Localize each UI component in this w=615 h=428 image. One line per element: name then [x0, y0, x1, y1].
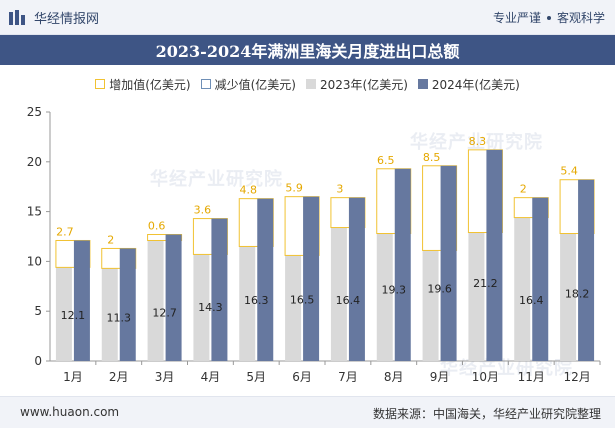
bar-2024-value-label: 19.6 [427, 283, 452, 296]
increase-value-label: 6.5 [377, 154, 395, 167]
chart-legend: 增加值(亿美元) 减少值(亿美元) 2023年(亿美元) 2024年(亿美元) [0, 74, 615, 94]
logo[interactable]: 华经情报网 [8, 8, 99, 27]
footer-source: 数据来源：中国海关，华经产业研究院整理 [372, 407, 601, 421]
legend-swatch-2024 [417, 79, 428, 89]
legend-label-2023: 2023年(亿美元) [319, 77, 408, 92]
bar-2024 [303, 196, 320, 361]
legend-label-decrease: 减少值(亿美元) [214, 77, 296, 92]
bar-2024 [578, 179, 595, 361]
slogan: 专业严谨 客观科学 [493, 9, 605, 26]
bar-2024 [348, 197, 365, 361]
brand-name: 华经情报网 [34, 12, 100, 27]
bar-2023 [55, 267, 72, 361]
bar-2024-value-label: 18.2 [565, 288, 590, 301]
y-tick-label: 20 [27, 155, 42, 169]
bar-2024 [440, 165, 457, 361]
increase-value-label: 2 [520, 183, 527, 196]
bar-2024-value-label: 19.3 [382, 284, 407, 297]
bar-increase-box [55, 239, 91, 268]
legend-item-2023: 2023年(亿美元) [305, 76, 408, 93]
increase-value-label: 2.7 [56, 225, 74, 238]
bar-2024 [486, 149, 503, 361]
legend-item-2024: 2024年(亿美元) [417, 76, 520, 93]
x-tick-label: 1月 [63, 370, 83, 384]
x-tick-label: 7月 [338, 370, 358, 384]
x-tick-label: 3月 [155, 370, 175, 384]
watermark-1: 华经产业研究院 [150, 169, 283, 190]
chart-svg: 0 5 10 15 20 25 1月 2.7 12.1 2月 2 11.3 3月 0.6 12.7 4月 3.6… [27, 105, 601, 384]
legend-swatch-decrease [200, 79, 211, 89]
y-tick-label: 5 [34, 304, 42, 318]
bar-2024 [211, 218, 228, 361]
legend-label-increase: 增加值(亿美元) [109, 77, 191, 92]
increase-value-label: 5.4 [560, 165, 578, 178]
bar-2023 [422, 250, 439, 361]
bar-2024 [394, 168, 411, 361]
increase-value-label: 5.9 [285, 182, 303, 195]
bar-2023 [514, 217, 531, 361]
bar-2024-value-label: 11.3 [107, 312, 132, 325]
bar-2023 [147, 240, 164, 361]
slogan-right: 客观科学 [556, 11, 605, 25]
increase-value-label: 0.6 [148, 220, 166, 233]
bar-2024-value-label: 16.3 [244, 294, 269, 307]
bar-2024 [73, 240, 90, 361]
x-tick-label: 4月 [201, 370, 221, 384]
bar-2024 [257, 198, 274, 361]
bar-2023 [560, 233, 577, 361]
bar-2023 [239, 246, 256, 361]
bar-2024 [119, 248, 136, 361]
bar-2024-value-label: 16.4 [519, 294, 544, 307]
x-tick-label: 9月 [430, 370, 450, 384]
y-tick-label: 0 [34, 354, 42, 368]
bar-2023 [376, 233, 393, 361]
x-tick-label: 10月 [472, 370, 499, 384]
bar-2024-value-label: 12.1 [61, 309, 86, 322]
slogan-left: 专业严谨 [492, 11, 541, 25]
bar-2023 [285, 255, 302, 361]
y-tick-label: 10 [27, 254, 42, 268]
bar-2024-value-label: 12.7 [152, 307, 177, 320]
watermark-2: 华经产业研究院 [410, 132, 543, 153]
logo-icon [9, 9, 25, 25]
bar-2023 [193, 254, 210, 361]
watermark-3: 华经产业研究院 [440, 358, 573, 379]
increase-value-label: 8.5 [423, 151, 441, 164]
legend-label-2024: 2024年(亿美元) [431, 77, 520, 92]
chart-title: 2023-2024年满洲里海关月度进出口总额 [0, 35, 615, 65]
top-bar: 华经情报网 专业严谨 客观科学 [0, 0, 615, 35]
footer: www.huaon.com 数据来源：中国海关，华经产业研究院整理 [0, 396, 615, 428]
y-tick-label: 15 [27, 205, 42, 219]
y-tick-label: 25 [27, 105, 42, 119]
bar-2024-value-label: 16.4 [336, 294, 361, 307]
footer-url[interactable]: www.huaon.com [20, 405, 120, 419]
x-tick-label: 2月 [109, 370, 129, 384]
increase-value-label: 2 [107, 233, 114, 246]
legend-swatch-increase [95, 79, 106, 89]
bar-2024-value-label: 16.5 [290, 293, 315, 306]
increase-value-label: 4.8 [240, 184, 258, 197]
legend-item-increase: 增加值(亿美元) [95, 76, 191, 93]
slogan-dot-icon [546, 15, 551, 20]
bar-2023 [330, 227, 347, 361]
legend-swatch-2023 [305, 79, 316, 89]
increase-value-label: 8.3 [469, 135, 487, 148]
bar-2023 [468, 232, 485, 361]
x-tick-label: 12月 [563, 370, 590, 384]
increase-value-label: 3 [336, 183, 343, 196]
increase-value-label: 3.6 [194, 204, 212, 217]
bar-2024-value-label: 14.3 [198, 301, 223, 314]
bar-2023 [101, 268, 118, 361]
x-tick-label: 5月 [246, 370, 266, 384]
x-tick-label: 6月 [292, 370, 312, 384]
bar-2024-value-label: 21.2 [473, 277, 498, 290]
x-tick-label: 8月 [384, 370, 404, 384]
bar-2024 [165, 234, 182, 361]
bar-2024 [532, 197, 549, 361]
x-tick-label: 11月 [518, 370, 545, 384]
legend-item-decrease: 减少值(亿美元) [200, 76, 296, 93]
